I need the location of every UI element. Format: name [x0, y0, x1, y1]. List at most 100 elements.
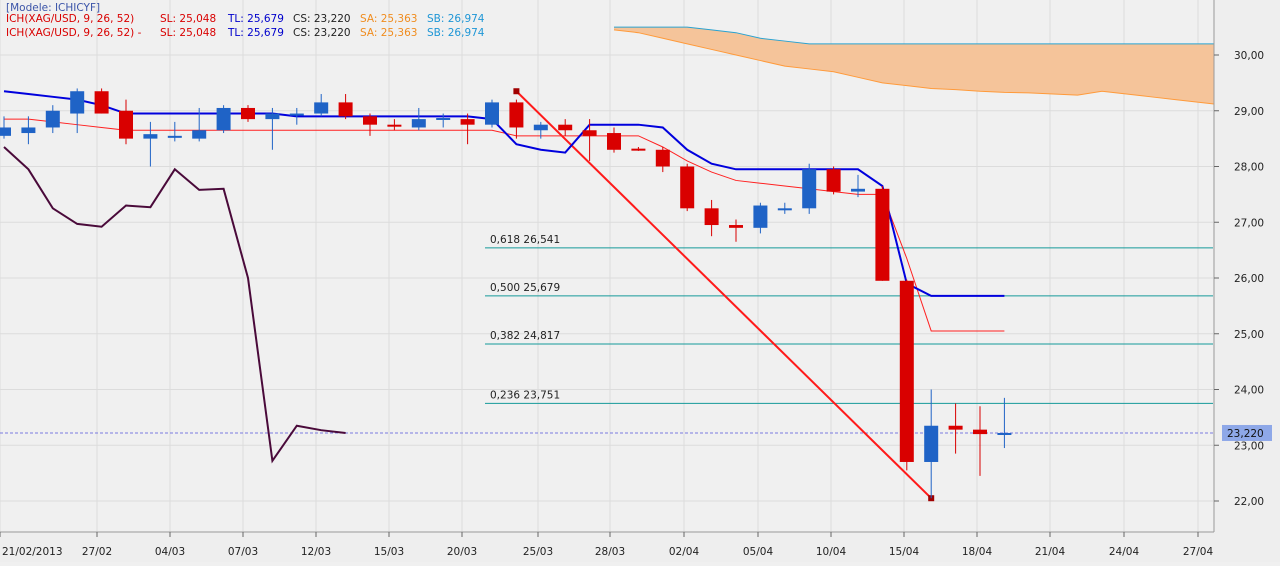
fib-level-label: 0,236 23,751	[490, 389, 560, 401]
legend-tl: TL: 25,679	[227, 27, 284, 39]
candle-body	[582, 130, 597, 136]
candle-body	[411, 119, 426, 128]
candle-body	[533, 124, 548, 131]
candle-body	[265, 113, 280, 120]
candle	[411, 107, 426, 131]
current-price-label: 23,220	[1227, 428, 1264, 440]
candle-body	[826, 169, 841, 192]
candle-body	[753, 205, 768, 228]
candle	[924, 389, 939, 499]
legend-cs: CS: 23,220	[293, 13, 351, 25]
candle-body	[70, 91, 85, 114]
candle-body	[729, 225, 743, 228]
legend-sl: SL: 25,048	[160, 13, 216, 25]
x-tick-label: 10/04	[816, 546, 847, 558]
candle	[680, 163, 695, 212]
legend-sa: SA: 25,363	[360, 13, 417, 25]
candle	[70, 88, 85, 134]
candle	[851, 174, 865, 198]
chikou-span	[3, 146, 346, 464]
candle-body	[973, 429, 987, 435]
x-tick-label: 12/03	[301, 546, 331, 558]
x-tick-label: 21/04	[1035, 546, 1066, 558]
x-axis: 21/02/2013 27/02 04/03 07/03 12/03 15/03 20/03…	[0, 531, 1280, 562]
candles	[0, 88, 1012, 499]
x-tick-label: 18/04	[962, 546, 993, 558]
candle-body	[119, 110, 133, 139]
candle-body	[45, 110, 60, 128]
candle	[192, 107, 207, 142]
candle	[143, 121, 158, 167]
candle	[314, 94, 329, 117]
candle	[753, 202, 768, 234]
legend-name: ICH(XAG/USD, 9, 26, 52) -	[6, 27, 142, 39]
fibonacci-levels: 0,618 26,541 0,500 25,679 0,382 24,817 0,23…	[485, 234, 1213, 404]
candle	[289, 107, 304, 125]
legend-sb: SB: 26,974	[427, 13, 485, 25]
candle	[241, 105, 255, 122]
candle-body	[485, 102, 499, 125]
candle-body	[509, 102, 524, 128]
x-tick-label: 02/04	[669, 546, 700, 558]
fib-level-label: 0,500 25,679	[490, 282, 560, 294]
candle	[436, 113, 451, 128]
candle	[826, 166, 841, 195]
legend-cs: CS: 23,220	[293, 27, 351, 39]
y-tick-label: 27,00	[1234, 217, 1264, 229]
candle-body	[21, 127, 36, 134]
candle	[777, 202, 792, 214]
candle	[948, 403, 963, 454]
legend-sl: SL: 25,048	[160, 27, 216, 39]
candle	[631, 146, 646, 151]
current-price-tag	[1222, 424, 1272, 441]
y-axis-background	[1214, 0, 1280, 562]
candle	[45, 105, 60, 134]
x-tick-label: 27/04	[1183, 546, 1214, 558]
y-axis: 22,00 23,00 24,00 25,00 26,00 27,00 28,00 29,00…	[1213, 0, 1280, 562]
candle	[802, 163, 817, 214]
x-tick-label: 24/04	[1109, 546, 1140, 558]
y-tick-label: 26,00	[1234, 273, 1264, 285]
candle-body	[680, 166, 695, 209]
candle	[875, 186, 890, 281]
candle	[899, 279, 914, 471]
candle-body	[899, 280, 914, 462]
candle	[729, 219, 743, 242]
candle-body	[607, 133, 621, 150]
candle-body	[802, 169, 817, 209]
candle	[338, 94, 353, 120]
x-tick-label: 27/02	[82, 546, 112, 558]
candle-body	[94, 91, 109, 114]
candle-body	[289, 113, 304, 116]
fib-level-label: 0,382 24,817	[490, 330, 560, 342]
x-tick-label: 28/03	[595, 546, 625, 558]
candle-body	[363, 116, 377, 125]
y-tick-label: 28,00	[1234, 162, 1264, 174]
candle-body	[851, 188, 865, 192]
candle-body	[704, 208, 719, 226]
x-tick-label: 07/03	[228, 546, 258, 558]
x-axis-background	[0, 532, 1280, 562]
candle-body	[997, 432, 1012, 435]
y-tick-label: 24,00	[1234, 385, 1264, 397]
grid	[0, 0, 1213, 532]
y-tick-label: 25,00	[1234, 329, 1264, 341]
x-tick-label: 15/03	[374, 546, 404, 558]
candle	[997, 397, 1012, 449]
candle	[21, 116, 36, 145]
legend-name: ICH(XAG/USD, 9, 26, 52)	[6, 13, 134, 25]
x-tick-label: 20/03	[447, 546, 477, 558]
candle	[582, 119, 597, 161]
legend-sb: SB: 26,974	[427, 27, 485, 39]
candle-body	[655, 149, 670, 167]
candle-body	[167, 135, 182, 138]
candle	[973, 406, 987, 476]
candle	[0, 116, 11, 139]
trend-anchor-start	[513, 88, 520, 95]
candle-body	[777, 208, 792, 211]
y-tick-label: 29,00	[1234, 106, 1264, 118]
candle-body	[558, 124, 573, 131]
candle-body	[436, 117, 451, 120]
